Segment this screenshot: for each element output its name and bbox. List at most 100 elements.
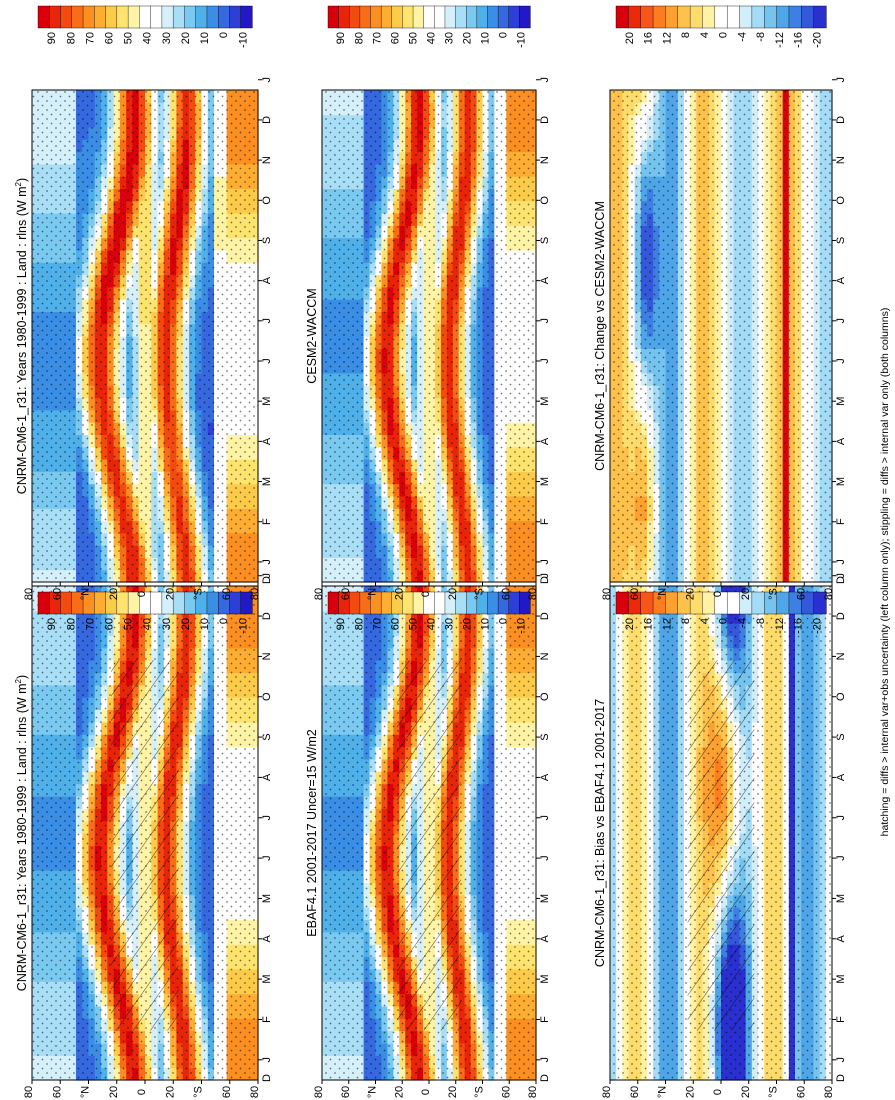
month-tick-label: D [539,612,551,620]
colorbar-swatch [127,5,140,29]
lat-tick-label: 60 [500,1086,512,1098]
month-tick-label: A [261,934,273,942]
month-tick-label: M [539,975,551,984]
colorbar-label: 80 [65,618,77,630]
month-tick-label: D [261,612,273,620]
colorbar-label: 70 [84,618,96,630]
colorbar-label: 70 [371,618,383,630]
colorbar-label: 80 [65,32,77,44]
month-tick-label: S [261,733,273,740]
month-tick-label: O [261,196,273,205]
colorbar-label: 0 [498,618,510,624]
colorbar-label: 30 [443,618,455,630]
colorbar-swatch [218,5,231,29]
lat-tick-label: 60 [51,588,63,600]
lat-tick-label: °S [193,1086,205,1098]
panel-title: EBAF4.1 2001-2017 Uncer=15 W/m2 [305,729,319,936]
colorbar-swatch [94,591,107,615]
lat-tick-label: 20 [108,588,120,600]
colorbar-swatch [240,591,253,615]
colorbar-swatch [327,591,340,615]
month-tick-label: N [539,652,551,660]
month-tick-label: J [261,77,273,83]
colorbar-swatch [487,591,499,615]
lat-tick-label: 20 [393,1086,405,1098]
month-tick-label: D [261,116,273,124]
lat-tick-label: °N [367,1086,379,1098]
lat-tick-label: 20 [164,1086,176,1098]
colorbar-label: 20 [180,618,192,630]
month-tick-label: F [539,1016,551,1023]
month-tick-label: A [261,773,273,781]
colorbar-swatch [161,5,174,29]
panel-title-tail: ) [15,675,29,679]
month-tick-label: F [261,1016,273,1023]
colorbar-swatch [240,5,253,29]
month-tick-label: A [539,934,551,942]
colorbar-label: 10 [199,32,211,44]
lat-tick-label: 20 [164,588,176,600]
colorbar-label: -10 [237,618,249,634]
colorbar-label: -10 [237,32,249,48]
colorbar-label: 10 [199,618,211,630]
colorbar-label: 60 [104,32,116,44]
colorbar-label: 10 [480,618,492,630]
colorbar-swatch [229,5,242,29]
month-tick-label: S [261,237,273,244]
lat-tick-label: °N [80,588,92,600]
colorbar-swatch [206,591,219,615]
colorbar-label: 0 [218,32,230,38]
month-tick-label: J [539,855,551,861]
colorbar-swatch [94,5,107,29]
colorbar-swatch [82,5,95,29]
lat-tick-label: 80 [23,1086,35,1098]
panel-title-sup: 2 [14,181,23,186]
stippling [32,90,258,582]
colorbar-label: 60 [104,618,116,630]
month-tick-label: J [539,815,551,821]
colorbar-swatch [139,5,152,29]
colorbar-swatch [71,5,84,29]
month-tick-label: J [261,815,273,821]
panel-title-tail: ) [15,178,29,182]
colorbar-swatch [49,5,62,29]
colorbar-swatch [150,5,163,29]
colorbar-label: 50 [123,32,135,44]
lat-tick-label: 80 [249,1086,261,1098]
lat-tick-label: 0 [136,591,148,597]
panel-title-sup: 2 [14,678,23,683]
colorbar-label: 30 [161,32,173,44]
colorbar-swatch [184,5,197,29]
colorbar-swatch [37,591,50,615]
month-tick-label: J [261,318,273,324]
colorbar-label: -10 [516,618,528,634]
month-tick-label: A [261,276,273,284]
colorbar-label: 50 [407,618,419,630]
month-tick-label: J [261,358,273,364]
colorbar-label: 0 [218,618,230,624]
panel-title: CNRM-CM6-1_r31: Years 1980-1999 : Land :… [14,178,29,494]
lat-tick-label: 60 [221,1086,233,1098]
month-tick-label: M [261,397,273,406]
colorbar-swatch [195,5,208,29]
colorbar-swatch [105,5,118,29]
month-tick-label: A [261,437,273,445]
month-tick-label: J [261,855,273,861]
month-tick-label: M [261,894,273,903]
colorbar-swatch [37,5,50,29]
month-tick-label: S [539,733,551,740]
lat-tick-label: 60 [340,1086,352,1098]
month-tick-label: O [261,692,273,701]
colorbar-label: 60 [389,618,401,630]
lat-tick-label: °S [474,1086,486,1098]
month-tick-label: F [261,518,273,525]
colorbar-swatch [116,5,129,29]
lat-tick-label: 0 [136,1089,148,1095]
colorbar-label: 80 [353,618,365,630]
